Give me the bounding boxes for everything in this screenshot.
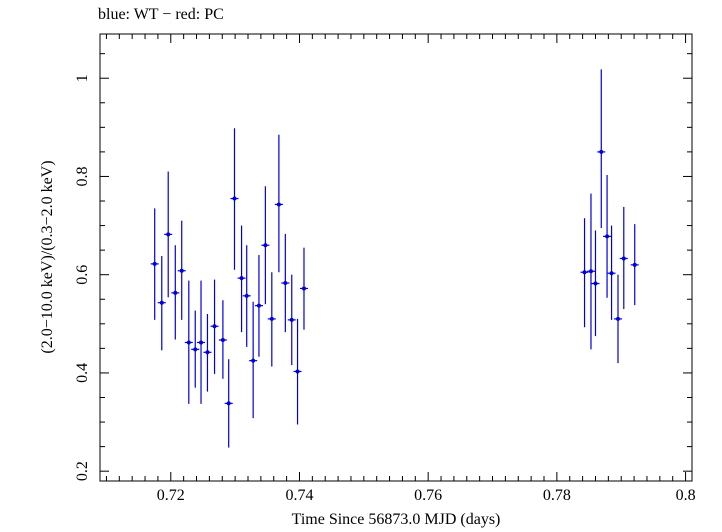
x-tick-label: 0.78 — [543, 487, 571, 504]
point-marker — [159, 300, 164, 305]
data-point — [184, 280, 193, 404]
point-marker — [251, 358, 256, 363]
point-marker — [599, 149, 604, 154]
data-point — [249, 301, 258, 419]
point-marker — [609, 271, 614, 276]
point-marker — [256, 303, 261, 308]
data-point — [261, 186, 270, 305]
point-marker — [199, 340, 204, 345]
data-point — [614, 274, 622, 364]
data-point — [150, 208, 159, 320]
data-point — [237, 225, 246, 333]
point-marker — [295, 369, 300, 374]
data-point — [171, 245, 180, 340]
x-tick-label: 0.8 — [676, 487, 696, 504]
point-marker — [616, 316, 620, 321]
data-point — [586, 193, 595, 350]
point-marker — [582, 270, 587, 275]
point-marker — [263, 243, 268, 248]
data-point — [177, 220, 186, 320]
data-point — [591, 230, 600, 337]
point-marker — [276, 202, 281, 207]
point-marker — [193, 347, 198, 352]
point-marker — [593, 281, 598, 286]
axes: 0.72 0.74 0.76 0.78 0.8 0.2 0.4 0.6 0.8 1 — [74, 34, 696, 504]
x-axis-label: Time Since 56873.0 MJD (days) — [291, 511, 501, 528]
chart-title: blue: WT − red: PC — [98, 6, 224, 23]
data-points — [150, 69, 639, 448]
y-axis-label: (2.0−10.0 keV)/(0.3−2.0 keV) — [39, 160, 56, 354]
series-wt — [150, 69, 639, 448]
data-point — [607, 225, 616, 320]
point-marker — [239, 276, 244, 281]
plot-frame — [99, 33, 693, 482]
point-marker — [173, 290, 178, 295]
data-point — [164, 171, 173, 298]
data-point — [230, 128, 239, 270]
data-point — [287, 274, 296, 366]
point-marker — [220, 338, 225, 343]
point-marker — [226, 401, 231, 406]
data-point — [210, 279, 219, 374]
point-marker — [588, 269, 593, 274]
data-point — [197, 280, 206, 404]
y-tick-label: 1 — [74, 74, 91, 82]
point-marker — [301, 286, 306, 291]
data-point — [274, 134, 283, 273]
point-marker — [283, 281, 288, 286]
point-marker — [212, 324, 217, 329]
y-tick-label: 0.2 — [74, 461, 91, 481]
point-marker — [621, 256, 626, 261]
data-point — [603, 174, 612, 298]
point-marker — [244, 293, 249, 298]
data-point — [293, 318, 302, 425]
data-point — [299, 247, 308, 330]
point-marker — [232, 196, 237, 201]
data-point — [267, 272, 276, 367]
point-marker — [289, 317, 294, 322]
data-point — [157, 256, 166, 351]
data-point — [580, 218, 589, 328]
x-tick-label: 0.74 — [285, 487, 313, 504]
x-tick-label: 0.72 — [157, 487, 185, 504]
data-point — [203, 313, 212, 392]
x-tick-label: 0.76 — [414, 487, 442, 504]
data-point — [254, 255, 263, 357]
data-point — [597, 69, 606, 229]
point-marker — [269, 316, 274, 321]
point-marker — [186, 340, 191, 345]
point-marker — [632, 262, 637, 267]
data-point — [619, 206, 628, 310]
point-marker — [166, 232, 171, 237]
data-point — [242, 245, 251, 347]
point-marker — [205, 350, 210, 355]
y-tick-label: 0.4 — [74, 363, 91, 383]
point-marker — [152, 261, 157, 266]
data-point — [630, 224, 639, 306]
point-marker — [179, 268, 184, 273]
data-point — [224, 359, 233, 448]
point-marker — [605, 234, 610, 239]
data-point — [218, 300, 227, 379]
y-tick-label: 0.8 — [74, 166, 91, 186]
data-point — [281, 233, 290, 333]
data-point — [191, 310, 200, 388]
y-tick-label: 0.6 — [74, 265, 91, 285]
